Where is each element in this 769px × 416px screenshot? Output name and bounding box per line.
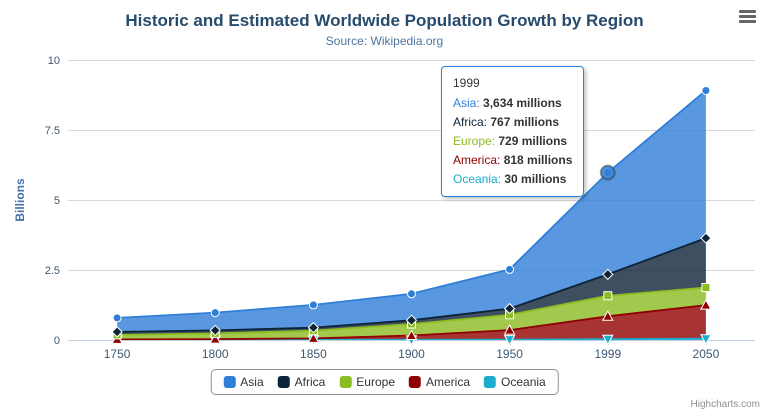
tooltip-series-name: America:: [453, 153, 504, 167]
hamburger-line: [739, 15, 756, 18]
y-axis-label: 10: [48, 55, 60, 67]
tooltip-series-value: 818 millions: [503, 153, 573, 167]
hamburger-menu-icon[interactable]: [739, 10, 756, 24]
x-axis-label: 1999: [594, 347, 621, 361]
x-axis-label: 1850: [300, 347, 327, 361]
tooltip-row-oceania: Oceania: 30 millions: [453, 170, 572, 189]
point-africa-2050[interactable]: [700, 232, 712, 244]
point-america-1800[interactable]: [209, 333, 222, 344]
hamburger-line: [739, 20, 756, 23]
area-series-america[interactable]: [117, 305, 706, 340]
legend-label: America: [426, 375, 471, 389]
y-axis-title: Billions: [13, 178, 27, 222]
chart-subtitle: Source: Wikipedia.org: [325, 34, 444, 48]
y-axis-label: 7.5: [45, 125, 60, 137]
point-europe-1999[interactable]: [603, 291, 613, 301]
point-asia-1900[interactable]: [407, 289, 416, 299]
tooltip: 1999 Asia: 3,634 millions Africa: 767 mil…: [441, 66, 585, 197]
point-africa-1999[interactable]: [602, 268, 614, 281]
point-oceania-1950[interactable]: [503, 335, 516, 346]
legend-symbol-america: [409, 376, 422, 388]
legend-label: Asia: [240, 375, 264, 389]
tooltip-row-asia: Asia: 3,634 millions: [453, 94, 572, 113]
point-africa-1900[interactable]: [405, 314, 418, 327]
legend-item-africa[interactable]: Africa: [277, 375, 326, 389]
point-america-1850[interactable]: [307, 332, 320, 343]
point-america-1950[interactable]: [503, 324, 516, 335]
area-series-asia[interactable]: [117, 90, 706, 332]
legend-symbol-asia: [223, 376, 236, 388]
x-axis-label: 1800: [202, 347, 229, 361]
legend-symbol-africa: [277, 376, 290, 388]
tooltip-series-name: Europe:: [453, 134, 499, 148]
x-axis-labels: 1750 1800 1850 1900 1950 1999 2050: [104, 347, 720, 361]
tooltip-rows: Asia: 3,634 millions Africa: 767 millions…: [453, 94, 572, 189]
legend-item-america[interactable]: America: [409, 375, 470, 389]
legend-symbol-oceania: [484, 376, 497, 388]
y-axis-label: 5: [54, 195, 60, 207]
x-axis-label: 1750: [104, 347, 131, 361]
x-axis-label: 1950: [496, 347, 523, 361]
highcharts-credits-link[interactable]: Highcharts.com: [690, 399, 760, 410]
point-asia-1800[interactable]: [210, 308, 220, 318]
tooltip-series-name: Asia:: [453, 96, 484, 110]
legend-symbol-europe: [339, 376, 352, 388]
tooltip-series-value: 30 millions: [504, 172, 567, 186]
point-africa-1750[interactable]: [111, 326, 123, 338]
point-america-2050[interactable]: [700, 299, 712, 310]
point-europe-2050[interactable]: [701, 283, 711, 292]
x-axis-label: 2050: [693, 347, 720, 361]
legend-label: Africa: [294, 375, 326, 389]
tooltip-row-europe: Europe: 729 millions: [453, 132, 572, 151]
point-asia-1750[interactable]: [112, 313, 122, 323]
tooltip-series-value: 729 millions: [498, 134, 568, 148]
series-areas: [117, 90, 706, 340]
tooltip-series-value: 767 millions: [490, 115, 560, 129]
point-asia-1850[interactable]: [308, 300, 318, 310]
tooltip-series-name: Africa:: [453, 115, 491, 129]
tooltip-header: 1999: [453, 76, 480, 90]
point-oceania-2050[interactable]: [700, 334, 712, 345]
tooltip-series-value: 3,634 millions: [483, 96, 562, 110]
point-markers: [111, 86, 712, 346]
y-axis-label: 0: [54, 335, 60, 347]
point-oceania-1999[interactable]: [601, 334, 614, 346]
legend-item-europe[interactable]: Europe: [339, 375, 395, 389]
tooltip-row-africa: Africa: 767 millions: [453, 113, 572, 132]
legend-item-oceania[interactable]: Oceania: [484, 375, 546, 389]
point-africa-1800[interactable]: [209, 324, 221, 337]
legend-label: Oceania: [501, 375, 546, 389]
point-asia-2050[interactable]: [701, 86, 711, 95]
point-america-1900[interactable]: [405, 329, 418, 340]
legend-item-asia[interactable]: Asia: [223, 375, 264, 389]
point-africa-1950[interactable]: [503, 302, 516, 315]
tooltip-series-name: Oceania:: [453, 172, 505, 186]
point-africa-1850[interactable]: [307, 321, 320, 334]
hamburger-line: [739, 10, 756, 13]
x-axis-label: 1900: [398, 347, 425, 361]
area-series-africa[interactable]: [117, 238, 706, 335]
chart-title: Historic and Estimated Worldwide Populat…: [125, 11, 644, 30]
point-asia-1950[interactable]: [505, 264, 515, 274]
y-axis-labels: 0 2.5 5 7.5 10: [45, 55, 60, 347]
legend-label: Europe: [356, 375, 396, 389]
y-axis-label: 2.5: [45, 265, 60, 277]
legend: Asia Africa Europe America Oceania: [210, 369, 559, 395]
hovered-point-asia-1999[interactable]: [599, 164, 616, 181]
tooltip-row-america: America: 818 millions: [453, 151, 572, 170]
point-america-1999[interactable]: [601, 310, 614, 321]
